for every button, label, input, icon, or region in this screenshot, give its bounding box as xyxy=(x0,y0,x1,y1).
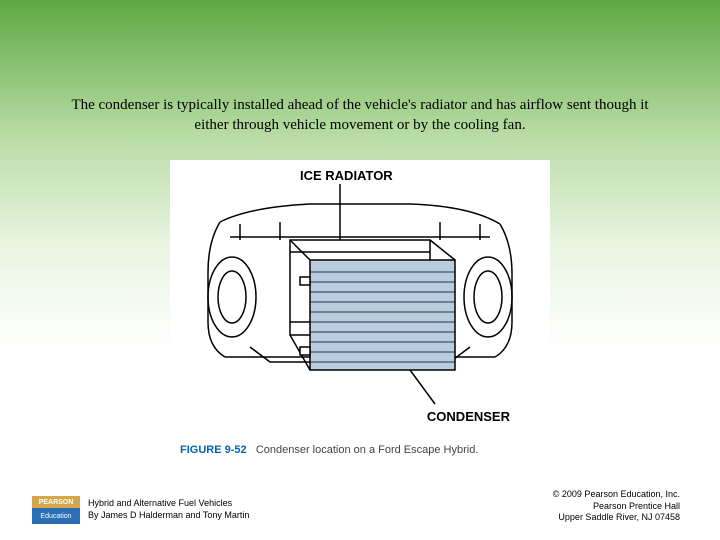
vehicle-diagram xyxy=(190,182,530,412)
copyright-text: © 2009 Pearson Education, Inc. xyxy=(553,489,680,501)
figure-caption-text: Condenser location on a Ford Escape Hybr… xyxy=(256,444,479,456)
logo-brand: PEARSON xyxy=(32,496,80,508)
figure-number: FIGURE 9-52 xyxy=(180,444,247,456)
book-title: Hybrid and Alternative Fuel Vehicles xyxy=(88,498,249,510)
footer: PEARSON Education Hybrid and Alternative… xyxy=(0,489,720,524)
figure-caption: FIGURE 9-52 Condenser location on a Ford… xyxy=(180,444,478,456)
diagram-container: ICE RADIATOR xyxy=(170,160,550,460)
logo-division: Education xyxy=(32,508,80,524)
footer-right: © 2009 Pearson Education, Inc. Pearson P… xyxy=(553,489,680,524)
footer-book-info: Hybrid and Alternative Fuel Vehicles By … xyxy=(88,498,249,521)
imprint-text: Pearson Prentice Hall xyxy=(553,501,680,513)
slide-title: The condenser is typically installed ahe… xyxy=(60,95,660,136)
label-ice-radiator: ICE RADIATOR xyxy=(300,168,393,183)
label-condenser: CONDENSER xyxy=(427,409,510,424)
location-text: Upper Saddle River, NJ 07458 xyxy=(553,512,680,524)
book-authors: By James D Halderman and Tony Martin xyxy=(88,510,249,522)
pearson-logo: PEARSON Education xyxy=(32,496,80,524)
footer-left: PEARSON Education Hybrid and Alternative… xyxy=(32,496,249,524)
